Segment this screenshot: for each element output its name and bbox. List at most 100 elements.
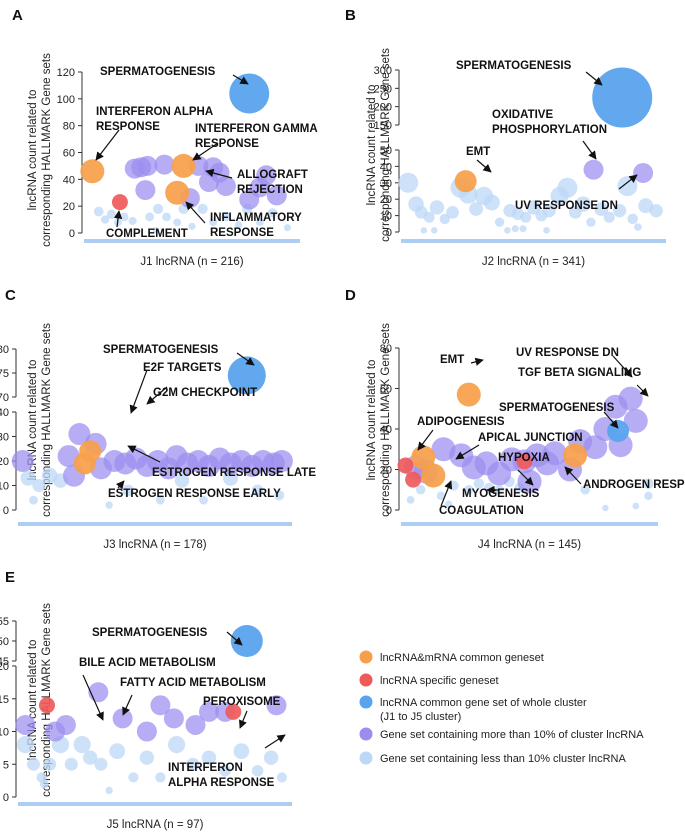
data-point-purple — [542, 441, 567, 466]
data-point-purple — [583, 159, 604, 180]
annotation-label: SPERMATOGENESIS — [456, 60, 572, 72]
annotation-arrow — [636, 384, 649, 397]
y-tick-label: 150 — [374, 120, 392, 132]
y-tick-label: 75 — [0, 368, 9, 380]
data-point-light — [233, 743, 250, 760]
y-tick-label: 20 — [380, 465, 392, 477]
data-point-light — [162, 212, 171, 222]
data-point-light — [255, 218, 264, 227]
data-point-light — [431, 227, 438, 234]
data-point-light — [644, 491, 653, 501]
data-point-red — [111, 194, 128, 211]
data-point-light — [602, 504, 609, 512]
data-point-light — [519, 225, 527, 233]
data-point-light — [483, 194, 500, 211]
y-tick-label: 0 — [3, 505, 9, 517]
data-point-light — [197, 203, 208, 214]
data-point-light — [251, 484, 264, 497]
data-point-light — [32, 479, 46, 492]
annotation-arrow — [185, 201, 206, 224]
annotation-arrow — [417, 429, 434, 451]
data-point-purple — [266, 185, 287, 206]
data-point-light — [415, 485, 426, 495]
annotation-arrow — [612, 355, 633, 378]
annotation-arrow — [226, 631, 243, 646]
annotation-label: SPERMATOGENESIS — [92, 627, 208, 639]
data-point-orange — [454, 170, 477, 193]
data-point-light — [638, 198, 654, 214]
y-tick-label: 0 — [386, 505, 392, 517]
y-tick-label: 0 — [69, 228, 75, 240]
data-point-light — [542, 204, 556, 218]
data-point-orange — [80, 159, 105, 184]
data-point-light — [420, 227, 428, 234]
data-point-purple — [618, 386, 643, 411]
data-point-light — [152, 227, 160, 234]
annotation-label: UV RESPONSE DN — [515, 200, 618, 212]
annotation-arrow — [95, 129, 120, 161]
x-axis-bar — [84, 239, 300, 243]
data-point-light — [504, 227, 511, 234]
data-point-light — [494, 217, 505, 227]
data-point-red — [397, 457, 414, 474]
annotation-label: INTERFERON ALPHA RESPONSE — [168, 762, 275, 789]
annotation-label: UV RESPONSE DN — [516, 347, 619, 359]
legend-label: lncRNA common gene set of whole cluster(… — [380, 697, 587, 723]
data-point-light — [221, 212, 231, 222]
data-point-light — [94, 757, 108, 771]
data-point-light — [274, 490, 285, 501]
data-point-light — [283, 224, 291, 232]
data-point-light — [234, 221, 243, 229]
annotation-arrow — [232, 74, 249, 85]
data-point-light — [617, 176, 638, 197]
data-point-light — [16, 736, 34, 754]
data-point-light — [128, 772, 139, 783]
annotation-label: OXIDATIVE PHOSPHORYLATION — [492, 109, 607, 136]
annotation-arrow — [455, 444, 480, 460]
annotation-arrow — [129, 369, 148, 414]
x-axis-label: J1 lncRNA (n = 216) — [140, 256, 243, 268]
x-axis-label: J2 lncRNA (n = 341) — [482, 256, 585, 268]
data-point-purple — [633, 162, 654, 183]
y-tick-label: 10 — [0, 727, 9, 739]
data-point-purple — [68, 423, 91, 446]
data-point-red — [225, 703, 242, 720]
y-tick-label: 5 — [3, 759, 9, 771]
legend-label: lncRNA&mRNA common geneset — [380, 652, 544, 664]
data-point-light — [155, 772, 166, 783]
annotation-arrow — [517, 469, 534, 486]
data-point-light — [29, 495, 38, 505]
y-tick-label: 100 — [57, 94, 75, 106]
annotation-label: SPERMATOGENESIS — [499, 402, 615, 414]
data-point-purple — [199, 701, 219, 722]
data-point-light — [174, 473, 190, 488]
y-tick-label: 40 — [0, 407, 9, 419]
data-point-purple — [55, 714, 76, 735]
data-point-light — [557, 177, 578, 198]
annotation-label: G2M CHECKPOINT — [153, 387, 257, 399]
legend-swatch — [359, 727, 373, 741]
y-tick-label: 20 — [63, 201, 75, 213]
data-point-light — [106, 209, 117, 219]
data-point-light — [586, 217, 596, 227]
y-tick-label: 0 — [386, 227, 392, 239]
data-point-light — [251, 765, 264, 777]
data-point-light — [263, 750, 279, 765]
data-point-light — [122, 484, 134, 497]
data-point-orange — [165, 180, 190, 205]
data-point-light — [152, 203, 164, 214]
annotation-label: E2F TARGETS — [143, 362, 222, 374]
data-point-purple — [136, 721, 157, 742]
data-point-light — [223, 470, 239, 486]
data-point-light — [20, 470, 36, 486]
data-point-orange — [411, 445, 436, 470]
annotation-label: ESTROGEN RESPONSE EARLY — [108, 488, 281, 500]
data-point-light — [128, 216, 137, 225]
annotation-label: ADIPOGENESIS — [417, 416, 505, 428]
legend-label: Gene set containing less than 10% cluste… — [380, 753, 626, 765]
legend-swatch — [359, 751, 373, 765]
data-point-light — [494, 485, 504, 495]
